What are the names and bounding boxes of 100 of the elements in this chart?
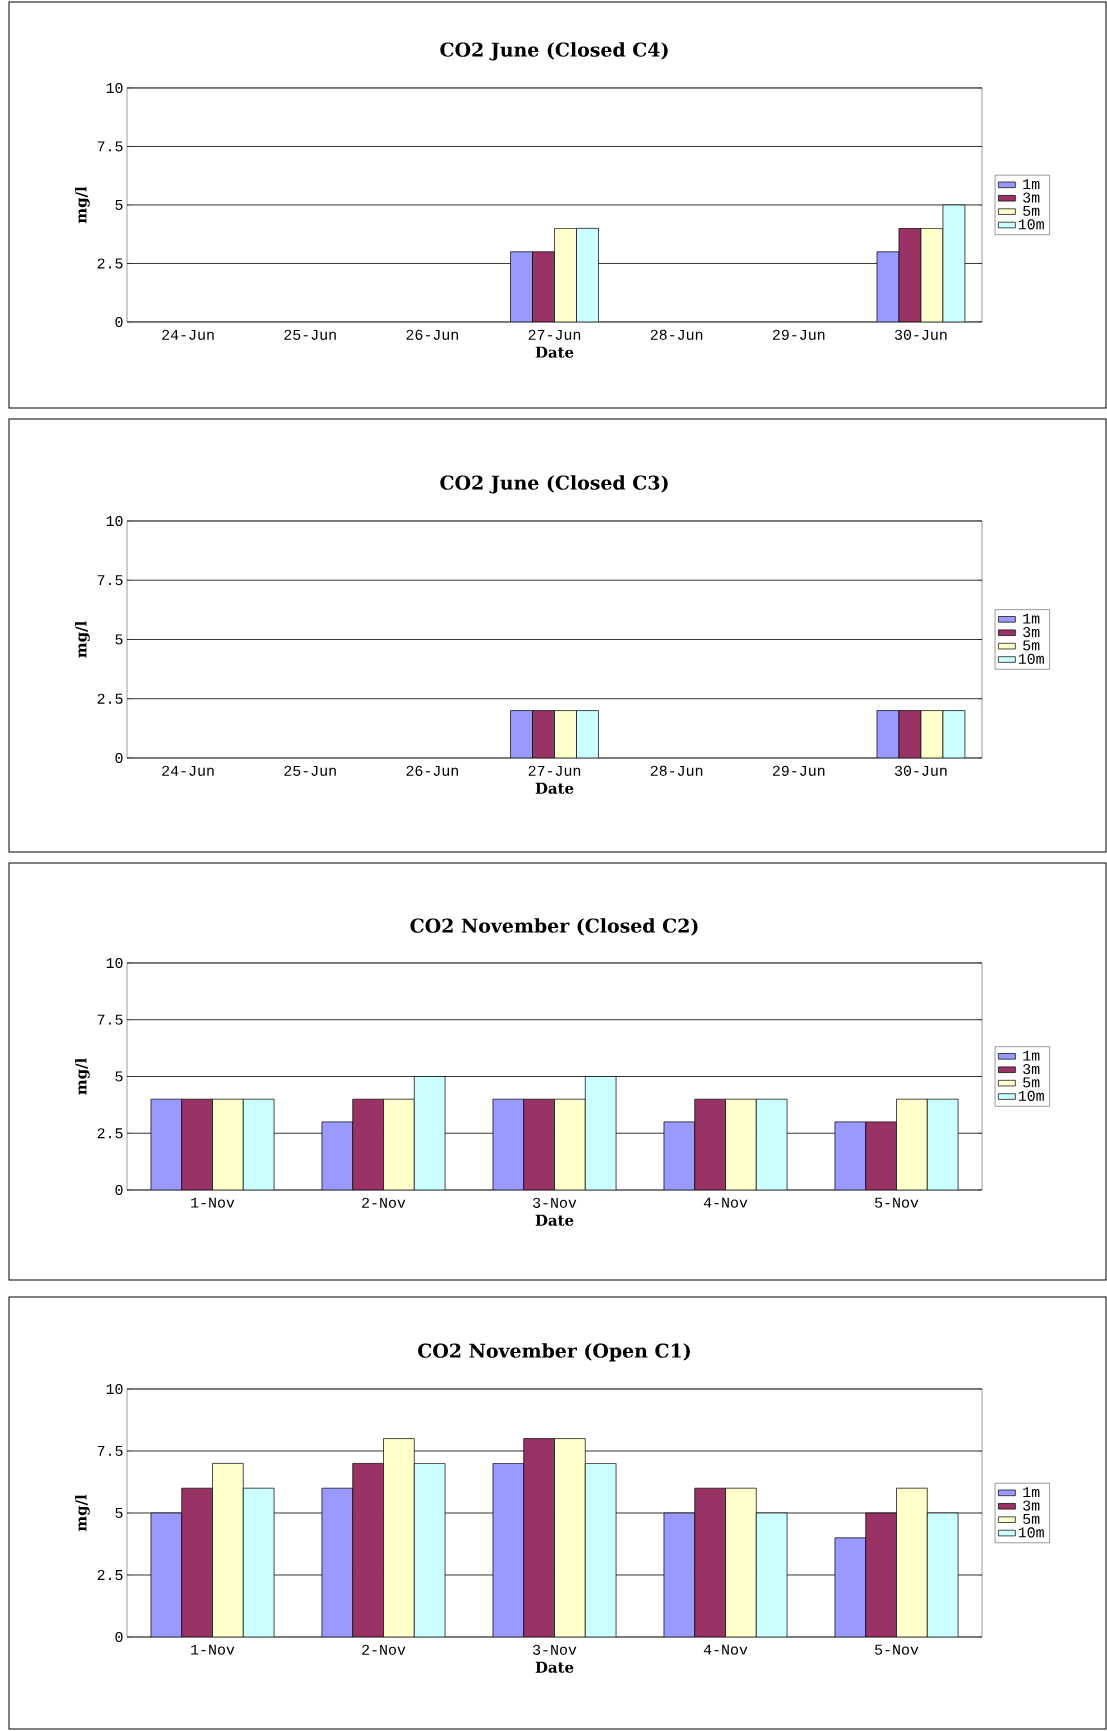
y-tick-label: 5 (115, 1508, 123, 1518)
y-tick-label: 2.5 (97, 1128, 123, 1139)
x-tick-label: 24-Jun (162, 329, 214, 340)
y-tick-label: 5 (115, 1071, 123, 1082)
x-tick-label: 5-Nov (875, 1197, 919, 1208)
bar (834, 1537, 867, 1637)
bar (414, 1076, 446, 1190)
legend-label: 3m (1023, 192, 1040, 203)
x-tick-label: 26-Jun (406, 329, 458, 340)
x-tick-label: 28-Jun (650, 765, 703, 776)
x-axis-title: Date (535, 1661, 574, 1673)
y-tick-label: 10 (106, 82, 123, 94)
legend-label: 5m (1023, 1077, 1040, 1088)
x-tick-label: 2-Nov (362, 1644, 406, 1655)
bar (532, 251, 555, 322)
legend-label: 3m (1023, 1064, 1040, 1075)
bar (150, 1512, 183, 1637)
bar (926, 1098, 959, 1190)
bar (352, 1099, 384, 1190)
bar (584, 1076, 617, 1190)
y-tick-label: 7.5 (97, 141, 123, 152)
bar (926, 1512, 959, 1637)
x-tick-label: 29-Jun (772, 329, 825, 340)
y-tick-label: 0 (115, 1631, 123, 1643)
x-tick-label: 27-Jun (528, 329, 581, 340)
bar (584, 1463, 617, 1637)
legend-label: 3m (1023, 1500, 1040, 1511)
legend-label: 1m (1023, 1050, 1040, 1061)
legend-label: 10m (1018, 219, 1044, 230)
x-tick-label: 24-Jun (162, 765, 214, 776)
bar (576, 228, 599, 322)
y-tick-label: 2.5 (97, 693, 123, 704)
x-tick-label: 26-Jun (406, 765, 458, 776)
legend-label: 1m (1023, 613, 1040, 624)
legend-label: 1m (1023, 179, 1040, 189)
x-tick-label: 25-Jun (284, 329, 336, 340)
y-tick-label: 0 (115, 752, 123, 764)
y-tick-label: 7.5 (97, 1446, 123, 1456)
legend-label: 1m (1023, 1487, 1040, 1498)
chart-title: CO2 June (Closed C3) (440, 475, 668, 494)
bar (321, 1487, 354, 1637)
bar (383, 1099, 415, 1190)
bar (212, 1098, 244, 1190)
bar (554, 228, 577, 322)
bar (865, 1121, 897, 1190)
x-tick-label: 2-Nov (362, 1197, 406, 1208)
x-tick-label: 5-Nov (875, 1644, 919, 1655)
bar (663, 1121, 696, 1190)
bar (181, 1098, 213, 1190)
bar (413, 1463, 446, 1637)
bar (694, 1098, 726, 1190)
bar (523, 1098, 555, 1190)
x-tick-label: 3-Nov (533, 1644, 577, 1655)
y-tick-label: 5 (115, 634, 123, 645)
x-tick-label: 28-Jun (650, 329, 703, 340)
x-tick-label: 29-Jun (772, 765, 825, 776)
y-tick-label: 0 (115, 316, 123, 328)
bar (554, 1098, 586, 1190)
y-axis-title: mg/l (75, 1058, 90, 1095)
y-axis-title: mg/l (75, 186, 90, 224)
x-tick-label: 30-Jun (894, 765, 947, 776)
y-tick-label: 5 (115, 199, 123, 210)
x-tick-label: 25-Jun (284, 765, 336, 776)
legend-label: 5m (1023, 1513, 1040, 1524)
y-axis-title: mg/l (75, 621, 90, 658)
bar (834, 1121, 867, 1190)
y-tick-label: 10 (106, 1383, 123, 1395)
x-tick-label: 27-Jun (528, 765, 581, 776)
legend-label: 10m (1018, 653, 1044, 664)
x-tick-label: 3-Nov (533, 1197, 577, 1208)
bar (492, 1463, 525, 1637)
x-tick-label: 4-Nov (703, 1197, 748, 1208)
y-tick-label: 2.5 (97, 1569, 123, 1581)
legend-label: 5m (1023, 205, 1040, 216)
legend-label: 10m (1018, 1527, 1044, 1538)
x-tick-label: 1-Nov (191, 1644, 235, 1655)
y-tick-label: 0 (115, 1184, 123, 1196)
y-tick-label: 10 (106, 957, 123, 969)
legend-label: 5m (1023, 640, 1040, 651)
x-tick-label: 1-Nov (191, 1197, 235, 1208)
bar (242, 1487, 275, 1637)
bar (321, 1121, 353, 1190)
bar (725, 1098, 757, 1190)
x-tick-label: 4-Nov (703, 1644, 748, 1655)
bar (242, 1098, 275, 1190)
y-axis-title: mg/l (75, 1494, 90, 1532)
y-tick-label: 7.5 (97, 1014, 123, 1025)
bar (510, 251, 533, 322)
y-tick-label: 7.5 (97, 575, 123, 586)
x-axis-title: Date (535, 782, 574, 794)
x-axis-title: Date (535, 346, 574, 358)
chart-title: CO2 November (Closed C2) (410, 918, 698, 936)
chart-title: CO2 November (Open C1) (418, 1343, 690, 1362)
x-tick-label: 30-Jun (894, 329, 947, 340)
bar (492, 1098, 525, 1190)
chart-title: CO2 June (Closed C4) (440, 42, 668, 61)
bar (663, 1512, 696, 1637)
bar (755, 1098, 788, 1190)
legend-label: 3m (1023, 626, 1040, 638)
bar (150, 1098, 183, 1190)
